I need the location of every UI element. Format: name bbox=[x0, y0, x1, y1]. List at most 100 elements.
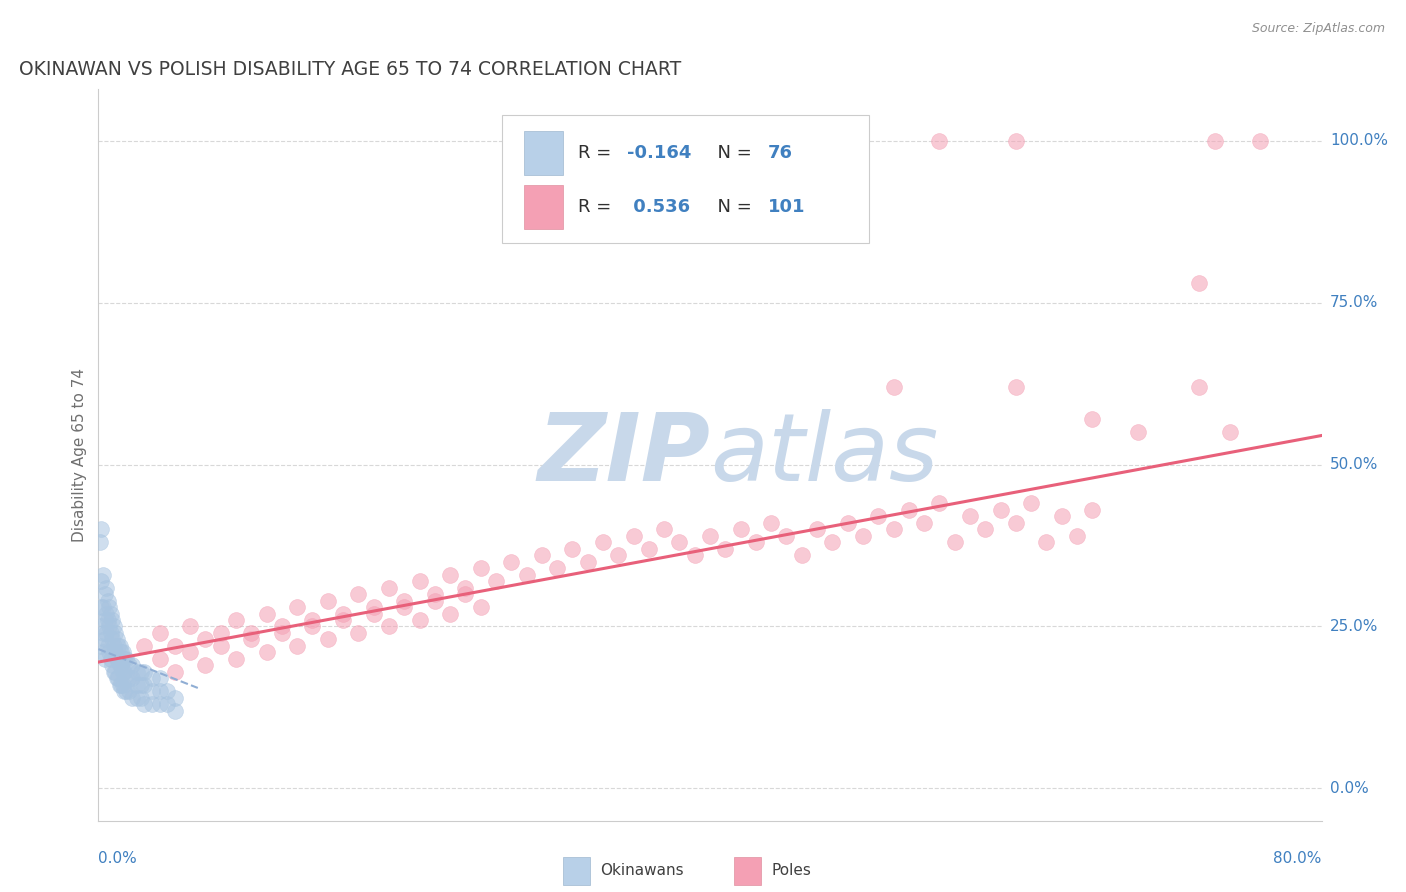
Point bbox=[107, 639, 129, 653]
Point bbox=[240, 632, 263, 647]
Point bbox=[110, 678, 132, 692]
Point bbox=[943, 535, 966, 549]
Point bbox=[111, 678, 134, 692]
Point bbox=[1066, 529, 1088, 543]
Text: Source: ZipAtlas.com: Source: ZipAtlas.com bbox=[1251, 22, 1385, 36]
Point bbox=[93, 632, 115, 647]
Point bbox=[91, 600, 114, 615]
Y-axis label: Disability Age 65 to 74: Disability Age 65 to 74 bbox=[72, 368, 87, 542]
Point bbox=[363, 607, 385, 621]
Point bbox=[110, 658, 132, 673]
Point bbox=[121, 658, 143, 673]
Point bbox=[105, 632, 128, 647]
Point bbox=[470, 600, 492, 615]
Point bbox=[121, 690, 143, 705]
Point bbox=[730, 522, 752, 536]
Point bbox=[149, 671, 172, 685]
Point bbox=[806, 522, 828, 536]
Point bbox=[301, 613, 323, 627]
Point bbox=[959, 509, 981, 524]
Point bbox=[1219, 425, 1241, 440]
Point bbox=[93, 652, 115, 666]
Point bbox=[668, 535, 690, 549]
Point bbox=[101, 613, 124, 627]
Point bbox=[347, 626, 370, 640]
Point bbox=[225, 652, 247, 666]
Point bbox=[104, 645, 127, 659]
Point bbox=[115, 652, 138, 666]
Bar bbox=[734, 857, 762, 885]
Point bbox=[1188, 380, 1211, 394]
Point bbox=[285, 600, 308, 615]
Point bbox=[93, 613, 115, 627]
Point bbox=[108, 639, 131, 653]
Point bbox=[94, 626, 117, 640]
Point bbox=[470, 561, 492, 575]
Point bbox=[240, 626, 263, 640]
Point bbox=[576, 555, 599, 569]
Point bbox=[1204, 134, 1226, 148]
Point bbox=[105, 671, 128, 685]
Point bbox=[115, 684, 138, 698]
Point bbox=[516, 567, 538, 582]
Text: 50.0%: 50.0% bbox=[1330, 457, 1378, 472]
Point bbox=[392, 600, 416, 615]
Point bbox=[623, 529, 645, 543]
Point bbox=[1081, 412, 1104, 426]
Point bbox=[285, 639, 308, 653]
Point bbox=[100, 607, 122, 621]
Point bbox=[141, 684, 163, 698]
Point bbox=[1249, 134, 1271, 148]
Point bbox=[134, 697, 156, 711]
Text: N =: N = bbox=[706, 198, 758, 216]
Point bbox=[90, 639, 112, 653]
Point bbox=[125, 690, 148, 705]
Point bbox=[111, 645, 134, 659]
Point bbox=[652, 522, 675, 536]
Point bbox=[1004, 516, 1026, 530]
Point bbox=[454, 587, 477, 601]
Point bbox=[637, 541, 661, 556]
Text: 76: 76 bbox=[768, 145, 793, 162]
Point bbox=[423, 587, 446, 601]
Text: N =: N = bbox=[706, 145, 758, 162]
Point bbox=[134, 678, 156, 692]
Point bbox=[256, 607, 278, 621]
Point bbox=[1050, 509, 1073, 524]
Point bbox=[134, 639, 156, 653]
Point bbox=[501, 555, 523, 569]
Point bbox=[194, 658, 217, 673]
Point bbox=[107, 652, 129, 666]
Point bbox=[107, 671, 129, 685]
Bar bbox=[524, 185, 564, 229]
Point bbox=[121, 671, 143, 685]
Point bbox=[103, 665, 125, 679]
Point bbox=[156, 684, 179, 698]
Point bbox=[112, 652, 135, 666]
Point bbox=[928, 134, 950, 148]
Point bbox=[683, 548, 706, 562]
Point bbox=[100, 652, 122, 666]
Point bbox=[897, 503, 920, 517]
Point bbox=[775, 529, 797, 543]
Text: OKINAWAN VS POLISH DISABILITY AGE 65 TO 74 CORRELATION CHART: OKINAWAN VS POLISH DISABILITY AGE 65 TO … bbox=[18, 61, 681, 79]
Point bbox=[125, 665, 148, 679]
Point bbox=[97, 593, 120, 607]
Point bbox=[883, 522, 905, 536]
Point bbox=[759, 516, 782, 530]
Point bbox=[378, 581, 401, 595]
Point bbox=[592, 535, 614, 549]
Point bbox=[256, 645, 278, 659]
Point bbox=[928, 496, 950, 510]
Point bbox=[363, 600, 385, 615]
Point bbox=[1188, 277, 1211, 291]
Point bbox=[90, 600, 112, 615]
Point bbox=[316, 632, 339, 647]
Point bbox=[100, 626, 122, 640]
Point bbox=[301, 619, 323, 633]
Point bbox=[141, 671, 163, 685]
Point bbox=[90, 619, 112, 633]
Point bbox=[1004, 134, 1026, 148]
Point bbox=[98, 600, 121, 615]
Point bbox=[125, 678, 148, 692]
